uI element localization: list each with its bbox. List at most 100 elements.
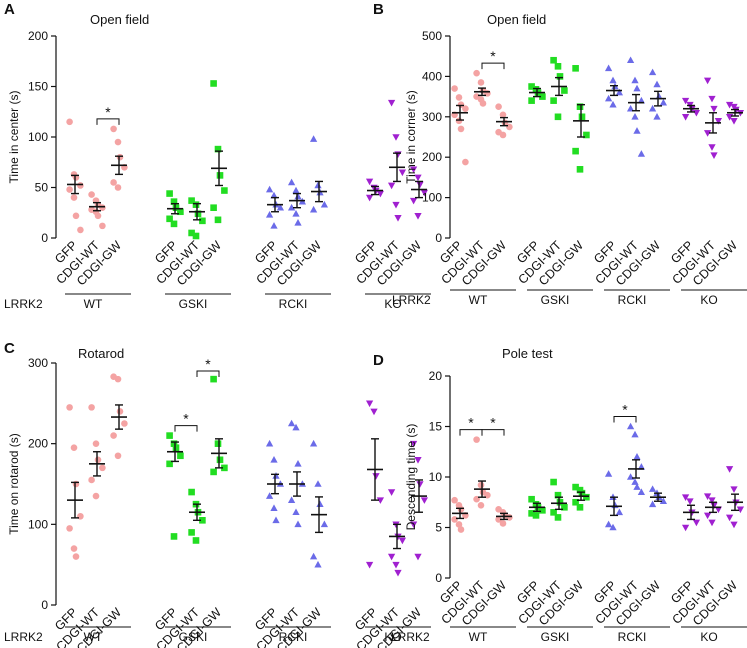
data-point <box>626 104 635 112</box>
data-point <box>392 561 400 569</box>
data-point <box>387 99 396 107</box>
data-point <box>66 404 73 411</box>
data-point <box>265 210 274 218</box>
group-label: WT <box>84 297 103 311</box>
chart-title: Rotarod <box>78 346 124 361</box>
data-point <box>572 65 579 72</box>
significance-star: * <box>622 402 628 418</box>
group-label: GSKI <box>179 630 208 644</box>
data-point <box>210 375 217 383</box>
y-tick-label: 5 <box>435 521 442 535</box>
data-point <box>703 130 712 137</box>
data-point <box>477 481 485 489</box>
data-point <box>170 220 178 228</box>
data-point <box>192 537 200 544</box>
group-label: KO <box>384 630 401 644</box>
significance-bracket <box>481 429 505 436</box>
data-point <box>292 423 300 431</box>
y-tick-label: 0 <box>435 571 442 585</box>
data-point <box>287 419 296 427</box>
data-point <box>692 519 701 527</box>
data-point <box>88 476 95 484</box>
data-point <box>653 113 661 120</box>
y-tick-label: 15 <box>429 420 443 434</box>
data-point <box>272 472 280 479</box>
data-point <box>550 97 557 104</box>
data-point <box>99 464 106 472</box>
data-point <box>414 553 422 561</box>
data-point <box>681 113 690 121</box>
data-point <box>473 436 480 443</box>
panel-letter: C <box>4 340 15 357</box>
y-tick-label: 20 <box>429 369 443 383</box>
data-point <box>221 187 228 194</box>
data-point <box>576 166 584 173</box>
data-point <box>462 105 469 113</box>
y-tick-label: 0 <box>41 231 48 245</box>
chart-title: Open field <box>90 12 149 27</box>
data-point <box>414 456 422 464</box>
data-point <box>626 422 635 430</box>
data-point <box>703 493 712 500</box>
data-point <box>210 80 217 87</box>
data-point <box>416 481 424 488</box>
data-point <box>556 73 564 80</box>
data-point <box>451 85 458 92</box>
row-label: LRRK2 <box>391 630 430 644</box>
data-point <box>392 201 400 209</box>
data-point <box>495 516 502 523</box>
group-label: KO <box>700 293 717 307</box>
y-tick-label: 300 <box>422 110 442 124</box>
data-point <box>554 63 562 70</box>
data-point <box>451 516 458 523</box>
data-point <box>398 169 407 177</box>
data-point <box>214 440 222 447</box>
data-point <box>166 432 173 439</box>
data-point <box>177 452 184 460</box>
data-point <box>314 181 322 189</box>
data-point <box>365 178 374 186</box>
data-point <box>631 76 639 84</box>
data-point <box>99 204 106 211</box>
data-point <box>294 219 302 226</box>
data-point <box>686 498 694 506</box>
data-point <box>72 212 80 220</box>
panel-A: A Open field Time in center (s) 0 50 100 150 20… <box>4 1 431 311</box>
data-point <box>365 400 374 408</box>
data-point <box>637 463 646 470</box>
data-point <box>276 203 285 211</box>
group-label: WT <box>469 630 488 644</box>
data-point <box>631 430 639 438</box>
data-point <box>714 506 723 514</box>
data-point <box>550 56 557 64</box>
significance-star: * <box>468 415 474 431</box>
data-point <box>110 432 117 439</box>
data-point <box>420 497 429 504</box>
data-point <box>210 468 217 476</box>
data-point <box>554 113 562 121</box>
data-point <box>703 512 712 520</box>
data-point <box>394 569 402 577</box>
data-point <box>725 101 734 109</box>
data-point <box>320 200 329 208</box>
data-point <box>188 488 195 496</box>
data-point <box>648 500 657 508</box>
data-point <box>114 138 122 146</box>
significance-bracket <box>96 118 120 125</box>
group-label: RCKI <box>618 630 647 644</box>
data-point <box>287 203 296 211</box>
data-point <box>626 56 635 64</box>
data-point <box>626 473 635 480</box>
data-point <box>292 508 300 516</box>
data-point <box>199 517 206 524</box>
data-point <box>172 444 180 451</box>
data-point <box>730 521 738 529</box>
data-point <box>270 191 278 199</box>
data-point <box>116 408 124 415</box>
significance-star: * <box>490 48 496 64</box>
panel-letter: B <box>373 1 384 18</box>
group-label: RCKI <box>618 293 647 307</box>
data-point <box>681 494 690 501</box>
y-axis-label: Time on rotarod (s) <box>7 433 21 535</box>
data-point <box>455 117 463 125</box>
